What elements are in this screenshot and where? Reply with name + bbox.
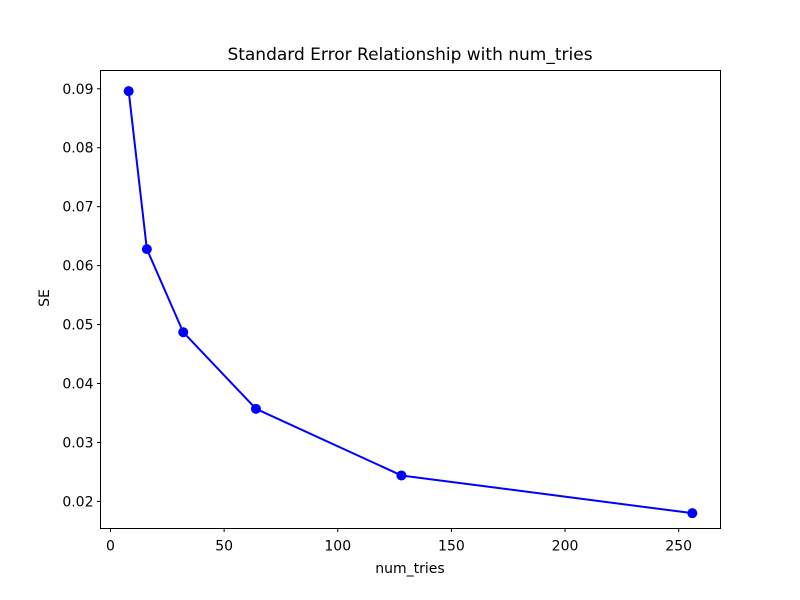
data-point-marker [250, 403, 261, 414]
data-point-marker [141, 244, 152, 255]
y-tick-label: 0.04 [62, 376, 93, 392]
chart-title: Standard Error Relationship with num_tri… [227, 45, 593, 65]
y-tick-label: 0.09 [62, 82, 93, 98]
y-tick-label: 0.03 [62, 435, 93, 451]
x-tick-label: 250 [665, 539, 692, 555]
x-tick-label: 200 [552, 539, 579, 555]
data-point-marker [178, 327, 189, 338]
data-point-marker [123, 86, 134, 97]
x-tick-label: 150 [438, 539, 465, 555]
y-axis-label: SE [37, 289, 53, 307]
y-tick-label: 0.05 [62, 318, 93, 334]
y-tick-label: 0.08 [62, 141, 93, 157]
y-tick-label: 0.06 [62, 259, 93, 275]
data-point-marker [396, 470, 407, 481]
x-tick-label: 0 [106, 539, 115, 555]
y-tick-label: 0.07 [62, 200, 93, 216]
x-axis-label: num_tries [375, 561, 445, 577]
y-tick-label: 0.02 [62, 494, 93, 510]
x-tick-label: 100 [324, 539, 351, 555]
data-line [127, 91, 693, 515]
plot-area [100, 70, 721, 529]
data-point-marker [687, 508, 698, 519]
x-tick-label: 50 [215, 539, 233, 555]
